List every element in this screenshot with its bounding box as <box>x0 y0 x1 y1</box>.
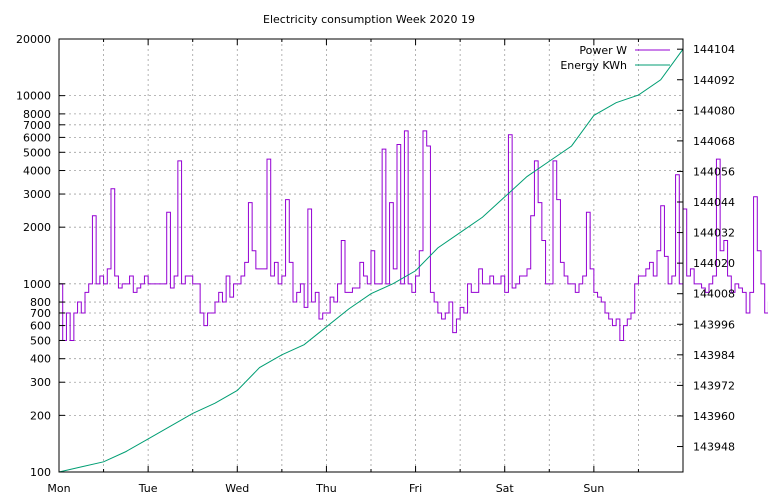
y2-tick-label: 143960 <box>693 410 735 423</box>
x-tick-label: Tue <box>138 482 158 495</box>
x-tick-label: Wed <box>225 482 249 495</box>
x-tick-label: Mon <box>47 482 70 495</box>
y-tick-label: 20000 <box>16 33 51 46</box>
chart-title: Electricity consumption Week 2020 19 <box>263 13 475 26</box>
y-tick-label: 100 <box>30 466 51 479</box>
y-tick-label: 600 <box>30 320 51 333</box>
y-tick-label: 5000 <box>23 146 51 159</box>
y-tick-label: 8000 <box>23 108 51 121</box>
legend-label: Energy KWh <box>560 59 627 72</box>
x-tick-label: Thu <box>315 482 337 495</box>
y2-tick-label: 143984 <box>693 349 735 362</box>
y2-tick-label: 144092 <box>693 74 735 87</box>
y-tick-label: 300 <box>30 376 51 389</box>
x-tick-label: Sun <box>583 482 604 495</box>
y-tick-label: 700 <box>30 307 51 320</box>
series-layer <box>58 48 768 473</box>
y-tick-label: 200 <box>30 409 51 422</box>
y2-tick-label: 143996 <box>693 318 735 331</box>
y2-tick-label: 143972 <box>693 379 735 392</box>
series-power-line <box>59 130 768 341</box>
y2-tick-label: 144032 <box>693 227 735 240</box>
y-tick-label: 10000 <box>16 90 51 103</box>
grid <box>59 39 683 472</box>
y2-tick-label: 144044 <box>693 196 735 209</box>
legend-label: Power W <box>579 44 627 57</box>
y2-tick-label: 144068 <box>693 135 735 148</box>
y-tick-label: 6000 <box>23 131 51 144</box>
y-tick-label: 1000 <box>23 278 51 291</box>
y2-tick-label: 143948 <box>693 441 735 454</box>
y-tick-label: 7000 <box>23 119 51 132</box>
x-tick-label: Sat <box>496 482 515 495</box>
y2-tick-label: 144080 <box>693 104 735 117</box>
y2-tick-label: 144020 <box>693 257 735 270</box>
series-energy-line <box>58 48 684 473</box>
y-tick-label: 4000 <box>23 165 51 178</box>
legend: Power W Energy KWh <box>560 44 670 72</box>
y-tick-label: 3000 <box>23 188 51 201</box>
x-tick-label: Fri <box>409 482 422 495</box>
y-tick-label: 800 <box>30 296 51 309</box>
y2-tick-label: 144008 <box>693 288 735 301</box>
y-tick-label: 400 <box>30 353 51 366</box>
y2-tick-label: 144104 <box>693 43 735 56</box>
y-tick-label: 2000 <box>23 221 51 234</box>
y2-tick-label: 144056 <box>693 165 735 178</box>
y-tick-label: 500 <box>30 334 51 347</box>
